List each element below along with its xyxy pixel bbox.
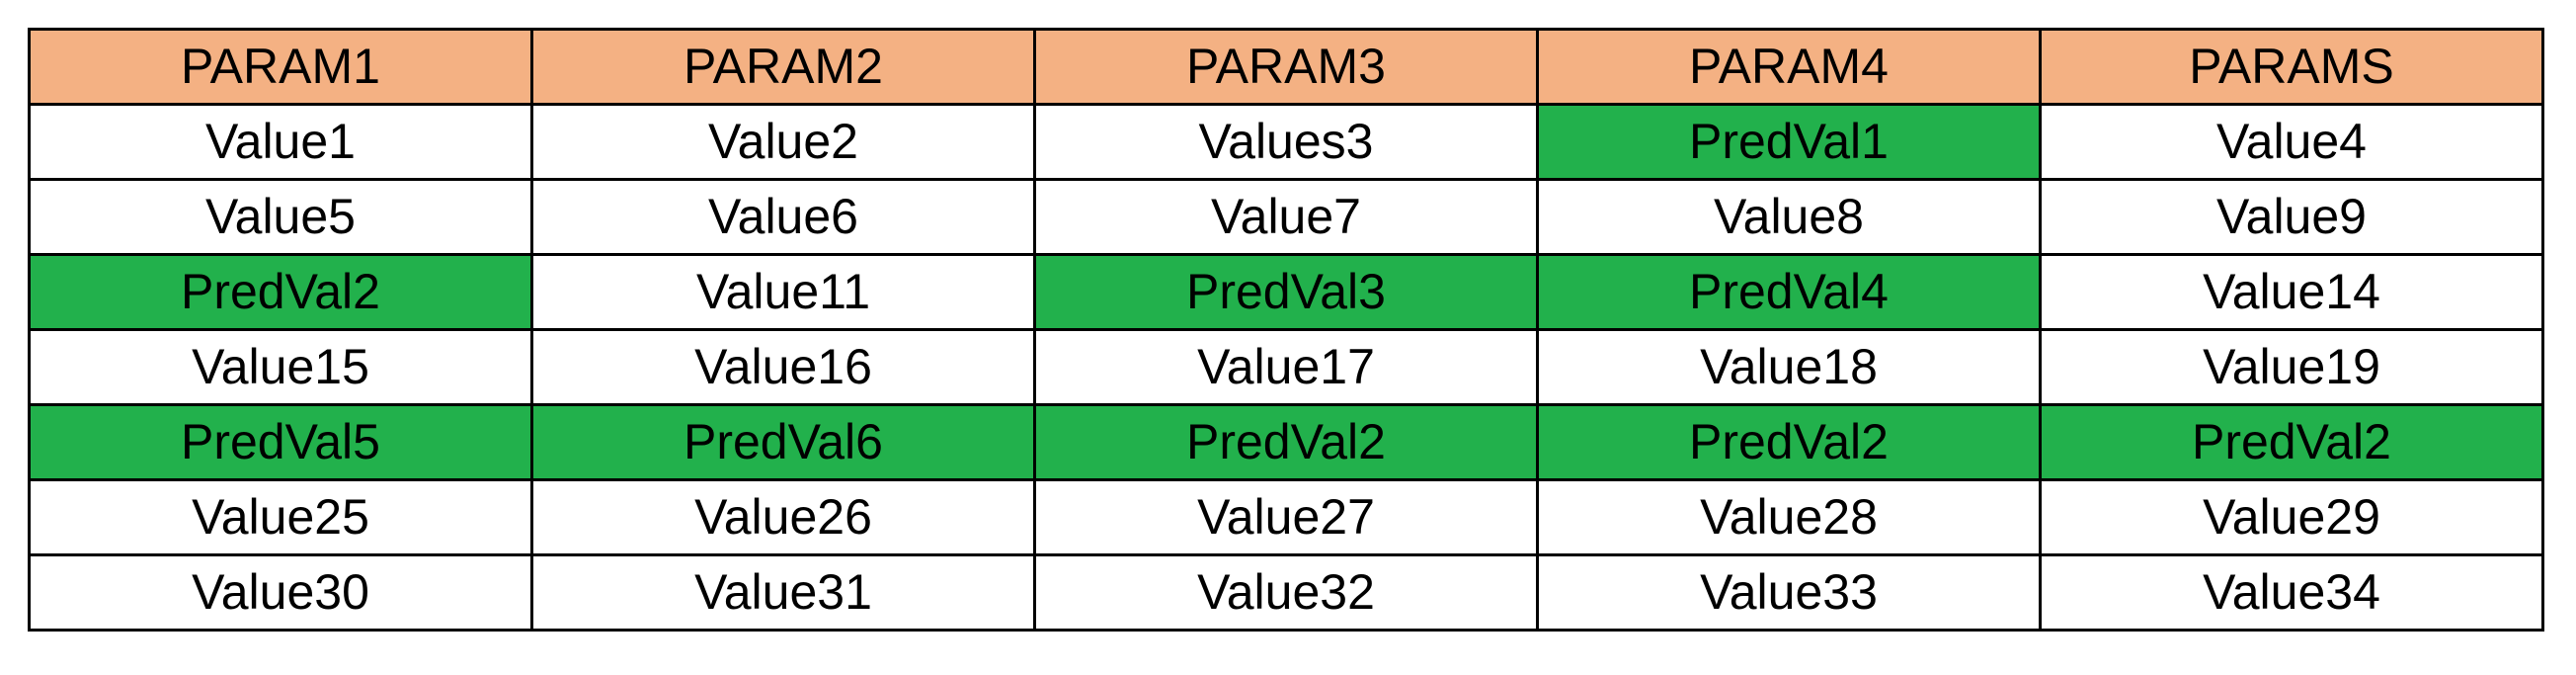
table-cell: Value29 [2039, 478, 2544, 556]
table-cell: Value8 [1536, 178, 2042, 256]
table-cell: Value17 [1033, 328, 1539, 406]
table-cell: Value1 [28, 103, 533, 181]
column-header-4: PARAM4 [1536, 28, 2042, 106]
table-cell-highlighted: PredVal1 [1536, 103, 2042, 181]
data-table-container: PARAM1 PARAM2 PARAM3 PARAM4 PARAMS Value1 Val… [28, 28, 2544, 632]
column-header-2: PARAM2 [530, 28, 1036, 106]
table-cell: Value7 [1033, 178, 1539, 256]
table-cell-highlighted: PredVal3 [1033, 253, 1539, 331]
table-cell: Value14 [2039, 253, 2544, 331]
table-cell: Value28 [1536, 478, 2042, 556]
table-cell: Value18 [1536, 328, 2042, 406]
column-header-3: PARAM3 [1033, 28, 1539, 106]
table-body: Value1 Value2 Values3 PredVal1 Value4 Value5 V… [28, 103, 2544, 632]
table-cell: Value5 [28, 178, 533, 256]
table-cell: Value30 [28, 553, 533, 632]
column-header-5: PARAMS [2039, 28, 2544, 106]
table-cell: Value26 [530, 478, 1036, 556]
table-cell: Value27 [1033, 478, 1539, 556]
table-cell: Values3 [1033, 103, 1539, 181]
table-cell-highlighted: PredVal6 [530, 403, 1036, 481]
data-table: PARAM1 PARAM2 PARAM3 PARAM4 PARAMS Value1 Val… [28, 28, 2544, 632]
table-cell: Value9 [2039, 178, 2544, 256]
table-cell-highlighted: PredVal5 [28, 403, 533, 481]
table-cell: Value11 [530, 253, 1036, 331]
column-header-1: PARAM1 [28, 28, 533, 106]
table-row: Value15 Value16 Value17 Value18 Value19 [28, 328, 2544, 406]
table-cell-highlighted: PredVal2 [1536, 403, 2042, 481]
table-cell-highlighted: PredVal4 [1536, 253, 2042, 331]
table-cell: Value31 [530, 553, 1036, 632]
table-cell: Value15 [28, 328, 533, 406]
table-cell: Value2 [530, 103, 1036, 181]
table-cell: Value25 [28, 478, 533, 556]
table-row: Value1 Value2 Values3 PredVal1 Value4 [28, 103, 2544, 181]
table-cell: Value32 [1033, 553, 1539, 632]
table-row: Value5 Value6 Value7 Value8 Value9 [28, 178, 2544, 256]
table-header: PARAM1 PARAM2 PARAM3 PARAM4 PARAMS [28, 28, 2544, 106]
table-cell: Value19 [2039, 328, 2544, 406]
table-cell: Value33 [1536, 553, 2042, 632]
table-row: Value25 Value26 Value27 Value28 Value29 [28, 478, 2544, 556]
table-cell: Value16 [530, 328, 1036, 406]
table-row: PredVal2 Value11 PredVal3 PredVal4 Value14 [28, 253, 2544, 331]
table-cell-highlighted: PredVal2 [2039, 403, 2544, 481]
header-row: PARAM1 PARAM2 PARAM3 PARAM4 PARAMS [28, 28, 2544, 106]
table-row: Value30 Value31 Value32 Value33 Value34 [28, 553, 2544, 632]
table-cell: Value34 [2039, 553, 2544, 632]
table-row: PredVal5 PredVal6 PredVal2 PredVal2 PredVal2 [28, 403, 2544, 481]
table-cell: Value4 [2039, 103, 2544, 181]
table-cell-highlighted: PredVal2 [28, 253, 533, 331]
table-cell: Value6 [530, 178, 1036, 256]
table-cell-highlighted: PredVal2 [1033, 403, 1539, 481]
